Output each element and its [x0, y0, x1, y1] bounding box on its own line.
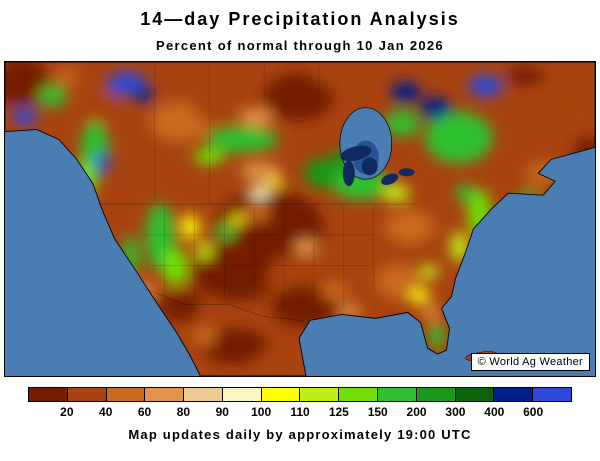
colorbar-segment — [300, 388, 340, 401]
copyright-badge: © World Ag Weather — [470, 353, 590, 371]
great-lakes — [340, 145, 415, 187]
colorbar-label: 20 — [60, 405, 74, 419]
precip-map: © World Ag Weather — [4, 61, 596, 377]
precip-shading — [5, 62, 595, 372]
header: 14—day Precipitation Analysis Percent of… — [0, 0, 600, 53]
colorbar-segment — [29, 388, 68, 401]
page-title: 14—day Precipitation Analysis — [140, 9, 460, 29]
page-subtitle: Percent of normal through 10 Jan 2026 — [156, 38, 444, 53]
colorbar-segment — [339, 388, 379, 401]
colorbar-label: 400 — [484, 405, 505, 419]
colorbar-segment — [222, 388, 262, 401]
colorbar-label: 80 — [176, 405, 191, 419]
colorbar-segment — [261, 388, 301, 401]
colorbar-segment — [533, 388, 571, 401]
colorbar-segment — [145, 388, 185, 401]
colorbar-label: 200 — [406, 405, 427, 419]
colorbar-label: 100 — [251, 405, 272, 419]
colorbar-label: 90 — [215, 405, 229, 419]
colorbar-label: 40 — [99, 405, 113, 419]
colorbar-label: 300 — [445, 405, 466, 419]
landmass — [5, 62, 595, 376]
colorbar-segment — [378, 388, 417, 401]
footer-note: Map updates daily by approximately 19:00… — [128, 427, 472, 442]
colorbar: 20 40 60 80 90 100 110 125 150 200 300 400 600 — [28, 387, 572, 420]
colorbar-segment — [184, 388, 223, 401]
colorbar-segment — [67, 388, 107, 401]
colorbar-label: 150 — [367, 405, 388, 419]
colorbar-segment — [416, 388, 456, 401]
colorbar-labels: 20 40 60 80 90 100 110 125 150 200 300 400 600 — [28, 405, 572, 420]
coastline — [5, 62, 595, 376]
colorbar-segment — [455, 388, 495, 401]
colorbar-label: 125 — [328, 405, 349, 419]
political-borders — [97, 62, 416, 321]
colorbar-segment — [494, 388, 534, 401]
colorbar-swatches — [28, 387, 572, 402]
colorbar-label: 600 — [523, 405, 544, 419]
colorbar-label: 110 — [290, 405, 310, 419]
colorbar-segment — [106, 388, 146, 401]
precip-map-canvas — [5, 62, 595, 376]
colorbar-label: 60 — [137, 405, 152, 419]
